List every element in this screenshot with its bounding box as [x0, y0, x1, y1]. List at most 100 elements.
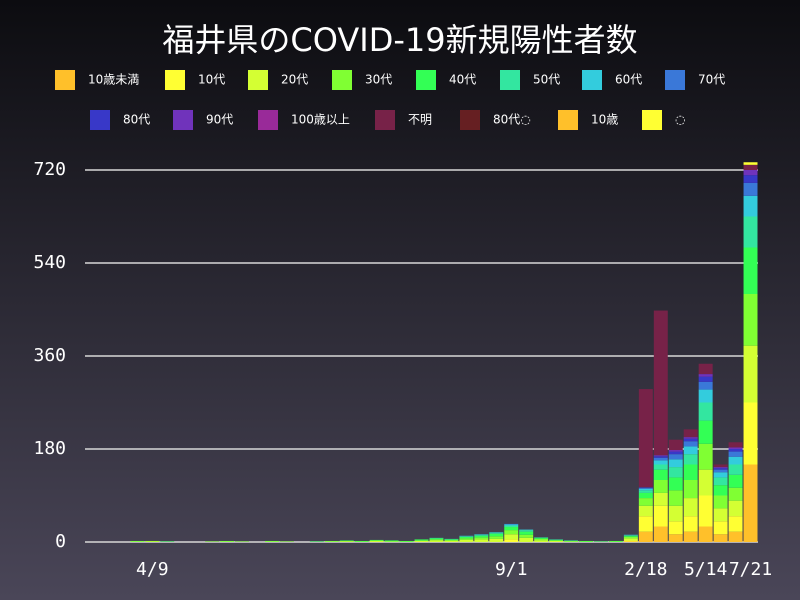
bar-segment: [638, 490, 653, 493]
bar-segment: [743, 402, 758, 465]
bar-segment: [399, 540, 414, 542]
bar-segment: [564, 540, 579, 542]
bar-segment: [668, 490, 683, 506]
bar-segment: [668, 450, 683, 452]
legend-label: 80代◌: [493, 113, 531, 127]
bar-segment: [728, 531, 743, 542]
legend-swatch: [258, 110, 278, 130]
bar-segment: [728, 447, 743, 449]
bar-segment: [668, 477, 683, 491]
bar-segment: [698, 420, 713, 444]
bar-segment: [145, 540, 160, 542]
bar-segment: [683, 480, 698, 499]
bar-segment: [713, 469, 728, 473]
x-tick-label: 7/21: [729, 559, 772, 580]
legend-label: 50代: [533, 73, 560, 87]
bar-segment: [623, 535, 638, 537]
bar-segment: [698, 469, 713, 496]
bar-segment: [743, 195, 758, 217]
legend-swatch: [460, 110, 480, 130]
legend-label: 40代: [449, 73, 476, 87]
bar-segment: [474, 535, 489, 538]
bar-segment: [519, 530, 534, 532]
bar-segment: [713, 477, 728, 486]
bar-segment: [743, 164, 758, 170]
bar-segment: [564, 541, 579, 542]
legend-swatch: [642, 110, 662, 130]
bar-segment: [324, 540, 339, 542]
bar-segment: [579, 540, 593, 542]
bar-segment: [728, 449, 743, 452]
bar-segment: [130, 541, 145, 542]
bar-segment: [549, 539, 564, 540]
legend-label: 20代: [281, 73, 308, 87]
bar-segment: [623, 541, 638, 542]
x-tick-label: 9/1: [495, 559, 528, 580]
legend-label: 80代: [123, 113, 150, 127]
bar-segment: [698, 376, 713, 382]
bar-segment: [459, 536, 474, 539]
bar-segment: [698, 495, 713, 527]
bar-segment: [369, 539, 384, 541]
bar-segment: [683, 464, 698, 480]
bar-segment: [668, 459, 683, 468]
y-tick-label: 0: [55, 531, 66, 552]
bar-segment: [713, 495, 728, 509]
bar-segment: [220, 541, 235, 542]
bar-segment: [339, 540, 354, 541]
bar-segment: [549, 540, 564, 542]
bar-segment: [504, 523, 519, 525]
x-tick-label: 4/9: [136, 559, 169, 580]
legend-swatch: [665, 70, 685, 90]
bar-segment: [653, 457, 668, 461]
bar-segment: [683, 516, 698, 532]
bar-segment: [564, 540, 579, 541]
bar-segment: [489, 536, 504, 539]
bar-segment: [743, 464, 758, 542]
bar-segment: [264, 540, 279, 542]
bar-segment: [653, 310, 668, 456]
bar-segment: [698, 381, 713, 390]
bar-segment: [743, 247, 758, 294]
bar-segment: [683, 441, 698, 447]
bar-segment: [698, 402, 713, 421]
legend-label: 90代: [206, 113, 233, 127]
bar-segment: [220, 540, 235, 542]
bar-segment: [623, 540, 638, 542]
legend-swatch: [173, 110, 193, 130]
bar-segment: [429, 540, 444, 542]
legend-swatch: [248, 70, 268, 90]
bar-segment: [444, 538, 459, 540]
legend-swatch: [375, 110, 395, 130]
bar-segment: [668, 451, 683, 455]
bar-segment: [668, 521, 683, 535]
bar-segment: [504, 530, 519, 535]
legend-label: 70代: [698, 73, 725, 87]
bar-segment: [504, 527, 519, 531]
bar-segment: [728, 474, 743, 488]
bar-segment: [713, 485, 728, 496]
legend-label: 30代: [365, 73, 392, 87]
legend-label: 100歳以上: [291, 113, 350, 127]
legend-swatch: [500, 70, 520, 90]
bar-segment: [474, 534, 489, 536]
bar-segment: [429, 539, 444, 541]
bar-segment: [743, 175, 758, 183]
chart-title: 福井県のCOVID-19新規陽性者数: [162, 21, 637, 59]
bar-segment: [698, 363, 713, 375]
bar-segment: [728, 464, 743, 475]
bar-segment: [504, 534, 519, 540]
bar-segment: [713, 467, 728, 469]
bar-segment: [205, 541, 220, 542]
bar-segment: [384, 540, 399, 542]
bar-segment: [369, 540, 384, 541]
legend-swatch: [90, 110, 110, 130]
legend-label: 10代: [198, 73, 225, 87]
bar-segment: [264, 541, 279, 542]
bar-segment: [414, 540, 429, 542]
bar-segment: [683, 498, 698, 517]
legend-label: ◌: [675, 113, 685, 127]
bar-segment: [653, 492, 668, 506]
bar-segment: [638, 531, 653, 542]
